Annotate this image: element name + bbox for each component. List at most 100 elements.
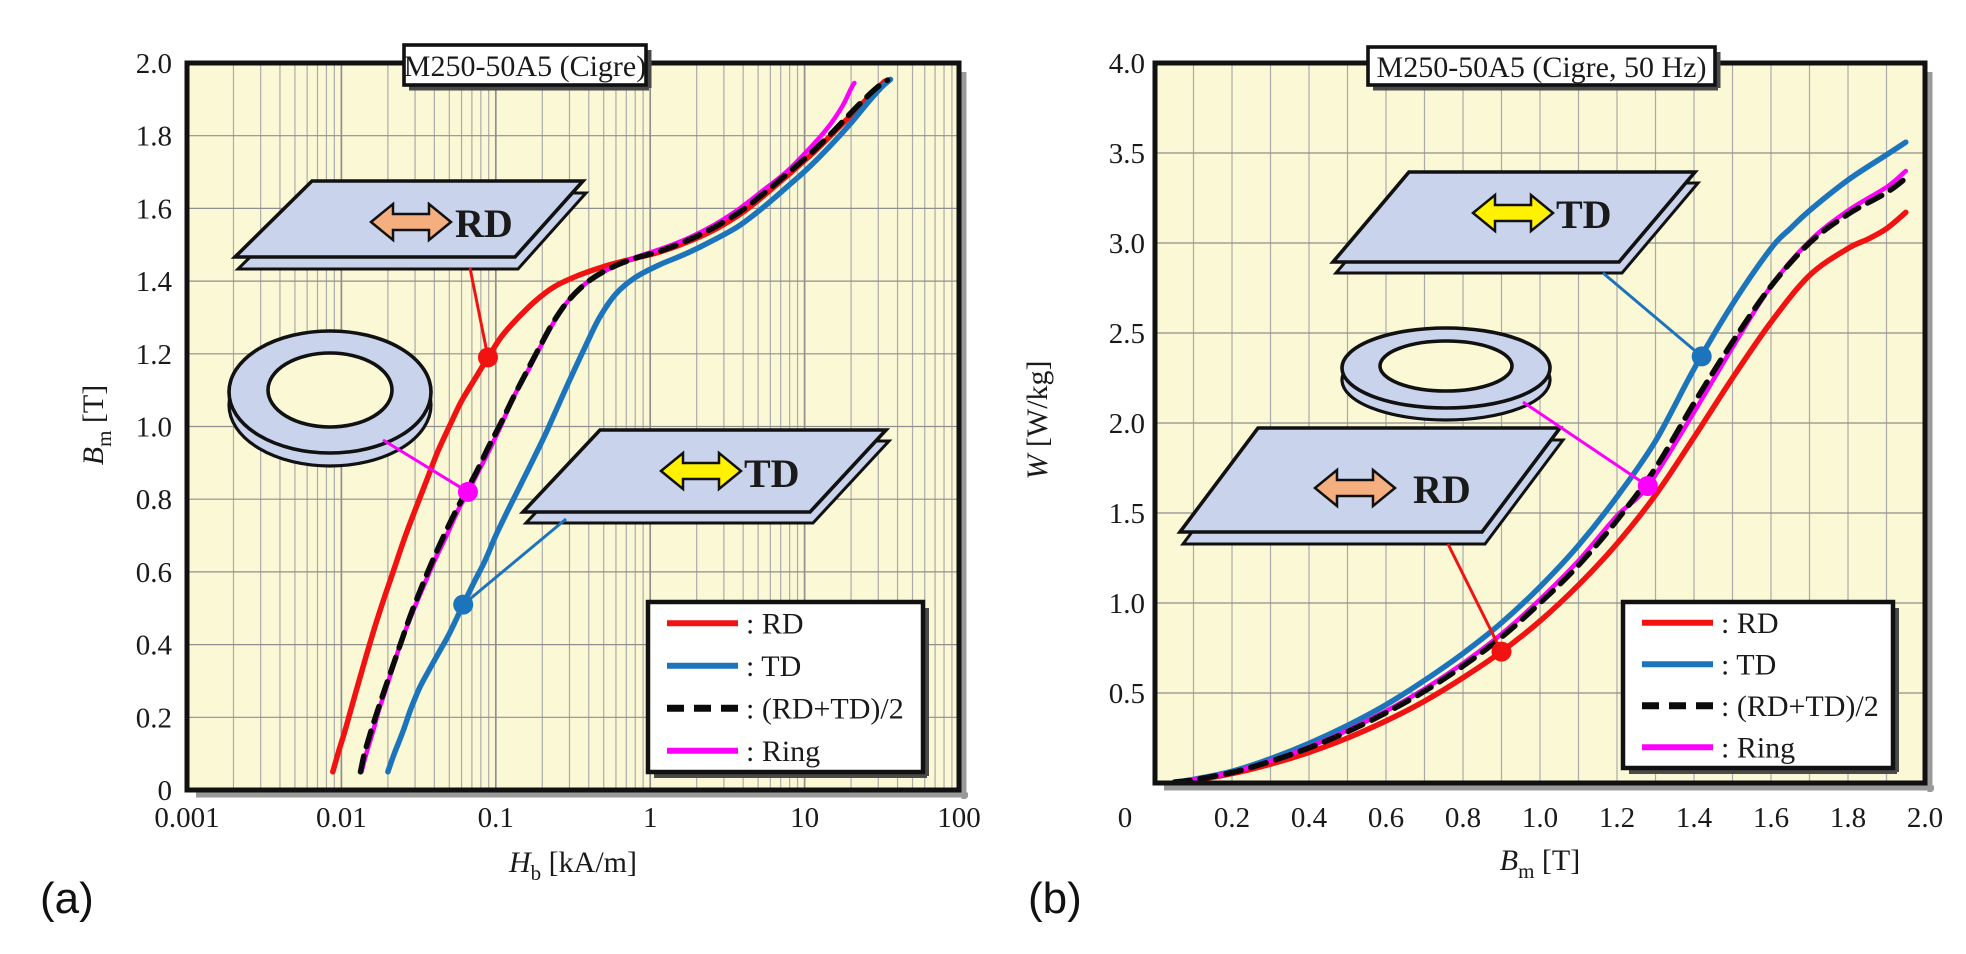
x-tick-label: 0.8: [1445, 802, 1481, 834]
callout-dot-ring: [457, 481, 478, 502]
legend-item-td: : TD: [667, 650, 801, 683]
legend: : RD : TD : (RD+TD)/2 : Ring: [645, 599, 929, 778]
y-tick-label: 1.6: [136, 193, 172, 225]
x-tick-label: 1.0: [1522, 802, 1558, 834]
callout-dot-ring: [1637, 476, 1658, 496]
y-tick-label: 4.0: [1109, 48, 1145, 80]
callout-dot-td: [1691, 346, 1712, 367]
rd-sheet-illustration: RD: [230, 179, 590, 271]
x-tick-label: 0.4: [1291, 802, 1328, 834]
direction-arrow-icon: [1313, 467, 1397, 509]
x-tick-label: 1.4: [1676, 802, 1713, 834]
legend-item-ring: : Ring: [1642, 731, 1795, 764]
sample-illustrations: TD RD: [1176, 170, 1702, 546]
x-tick-label: 100: [937, 802, 981, 834]
y-tick-label: 0: [158, 775, 173, 807]
rd-sheet-illustration: RD: [1176, 426, 1566, 546]
x-tick-label: 0.01: [316, 802, 367, 834]
y-tick-label: 3.0: [1109, 228, 1145, 260]
series-curve-rd: [1171, 209, 1909, 783]
legend-item-rd: : RD: [1642, 607, 1779, 640]
legend: : RD : TD : (RD+TD)/2 : Ring: [1620, 599, 1899, 774]
ring-sample-illustration: [1340, 326, 1552, 422]
legend-item-rd: : RD: [667, 607, 804, 640]
legend-item-label: : Ring: [746, 735, 820, 768]
callout-markers: [382, 267, 567, 615]
x-tick-label: 0.2: [1214, 802, 1250, 834]
chart-title: M250-50A5 (Cigre): [402, 43, 652, 91]
callout-line-ring: [1522, 400, 1649, 488]
x-tick-label: 1.8: [1830, 802, 1866, 834]
direction-arrow-icon: [1471, 192, 1555, 234]
td-sheet-illustration: TD: [1329, 170, 1702, 275]
series-curve--rd-td-2: [357, 77, 891, 775]
y-tick-label: 1.8: [136, 121, 172, 153]
callout-line-ring: [382, 438, 469, 494]
series-curves: [330, 76, 894, 775]
y-tick-label: 2.0: [1109, 408, 1145, 440]
y-tick-label: 0.8: [136, 484, 172, 516]
rd-sample-label: RD: [1413, 467, 1471, 512]
series-curves: [1171, 139, 1909, 783]
legend-item-ring: : Ring: [667, 735, 820, 768]
legend-item--rd-td-2: : (RD+TD)/2: [1642, 690, 1879, 723]
legend-item-label: : TD: [1721, 648, 1776, 681]
y-axis-tick-labels: 0 0.2 0.4 0.6 0.8 1.0 1.2 1.4 1.6 1.8 2.0: [136, 48, 173, 807]
y-tick-label: 0.6: [136, 557, 172, 589]
callout-line-rd: [1446, 543, 1503, 653]
callout-line-rd: [468, 267, 490, 358]
y-tick-label: 2.0: [136, 48, 172, 80]
y-tick-label: 0.4: [136, 630, 173, 662]
legend-item-td: : TD: [1642, 648, 1776, 681]
legend-item-label: : Ring: [1721, 731, 1795, 764]
chart-title-text: M250-50A5 (Cigre): [404, 50, 646, 83]
chart-a-magnetization-curve: RD TD M250-50A5 (Cigre) : RD : TD : (RD+TD)/2…: [77, 43, 981, 885]
figure-label-b: (b): [1028, 874, 1082, 923]
chart-b-iron-loss-curve: TD RD M250-50A5 (Cigre, 50 Hz) : RD : TD : (R…: [1021, 45, 1943, 883]
x-tick-label: 0: [1118, 802, 1133, 834]
y-axis-title: W [W/kg]: [1021, 360, 1054, 479]
y-tick-label: 1.5: [1109, 498, 1145, 530]
y-tick-label: 1.0: [136, 412, 172, 444]
x-tick-label: 1: [643, 802, 658, 834]
rd-sample-label: RD: [455, 201, 513, 246]
callout-dot-td: [453, 594, 474, 615]
y-tick-label: 0.5: [1109, 678, 1145, 710]
td-sample-label: TD: [744, 451, 800, 496]
x-tick-label: 10: [790, 802, 819, 834]
x-tick-label: 1.2: [1599, 802, 1635, 834]
callout-line-td: [462, 517, 567, 606]
y-axis-title: Bm [T]: [77, 385, 116, 465]
y-tick-label: 1.0: [1109, 588, 1145, 620]
direction-arrow-icon: [369, 201, 453, 243]
legend-item-label: : RD: [1721, 607, 1779, 640]
callout-line-td: [1602, 271, 1703, 358]
ring-sample-illustration: [227, 329, 433, 468]
callout-dot-rd: [1491, 641, 1512, 662]
legend-item--rd-td-2: : (RD+TD)/2: [667, 692, 904, 725]
callout-dot-rd: [477, 347, 498, 368]
x-axis-title: Bm [T]: [1500, 844, 1580, 883]
td-sheet-illustration: TD: [518, 428, 893, 525]
legend-item-label: : (RD+TD)/2: [1721, 690, 1879, 723]
figure-label-a: (a): [40, 874, 94, 923]
x-tick-label: 0.001: [154, 802, 219, 834]
series-curve--rd-td-2: [1171, 175, 1909, 783]
chart-title-text: M250-50A5 (Cigre, 50 Hz): [1377, 51, 1707, 84]
direction-arrow-icon: [659, 450, 743, 492]
y-tick-label: 3.5: [1109, 138, 1145, 170]
callout-markers: [1446, 271, 1712, 662]
x-axis-title: Hb [kA/m]: [508, 846, 637, 885]
series-curve-td: [1171, 139, 1909, 783]
x-tick-label: 0.6: [1368, 802, 1404, 834]
series-curve-td: [385, 76, 894, 775]
legend-item-label: : RD: [746, 607, 804, 640]
legend-item-label: : (RD+TD)/2: [746, 692, 904, 725]
x-tick-label: 0.1: [478, 802, 514, 834]
x-tick-label: 2.0: [1907, 802, 1943, 834]
y-tick-label: 0.2: [136, 702, 172, 734]
y-tick-label: 2.5: [1109, 318, 1145, 350]
x-tick-label: 1.6: [1753, 802, 1789, 834]
y-tick-label: 1.2: [136, 339, 172, 371]
